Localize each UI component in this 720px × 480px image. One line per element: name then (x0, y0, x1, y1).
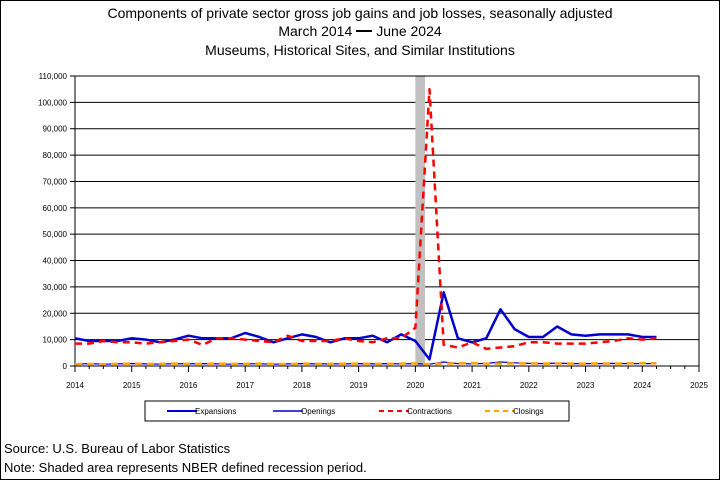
plot-area-border (74, 75, 700, 367)
x-tick-label-4: 2018 (293, 381, 311, 390)
chart-subtitle: Museums, Historical Sites, and Similar I… (205, 42, 515, 58)
chart-title: Components of private sector gross job g… (107, 5, 613, 21)
recession-note: Note: Shaded area represents NBER define… (4, 460, 367, 475)
period-dash-glyph (356, 29, 373, 32)
recession-shade (415, 76, 426, 366)
x-tick-label-6: 2020 (406, 381, 424, 390)
y-tick-label-3: 30,000 (43, 283, 68, 292)
x-tick-label-7: 2021 (463, 381, 481, 390)
y-tick-label-8: 80,000 (43, 151, 68, 160)
legend-label-contractions: Contractions (407, 407, 452, 416)
y-tick-label-1: 10,000 (43, 336, 68, 345)
y-tick-label-7: 70,000 (43, 177, 68, 186)
x-tick-label-3: 2017 (236, 381, 254, 390)
legend-box (144, 400, 570, 422)
x-tick-label-8: 2022 (520, 381, 538, 390)
legend-label-expansions: Expansions (195, 407, 236, 416)
y-tick-label-10: 100,000 (38, 98, 67, 107)
x-tick-label-2: 2016 (180, 381, 198, 390)
y-tick-label-0: 0 (63, 362, 68, 371)
y-tick-label-9: 90,000 (43, 125, 68, 134)
x-tick-label-1: 2015 (123, 381, 141, 390)
y-tick-label-5: 50,000 (43, 230, 68, 239)
y-tick-label-11: 110,000 (39, 72, 68, 81)
period-start: March 2014 (278, 23, 353, 39)
x-tick-label-9: 2023 (577, 381, 595, 390)
y-tick-label-2: 20,000 (43, 309, 68, 318)
x-tick-label-10: 2024 (633, 381, 651, 390)
source-note: Source: U.S. Bureau of Labor Statistics (4, 441, 231, 456)
y-tick-label-4: 40,000 (43, 257, 68, 266)
chart-period: March 2014 June 2024 (0, 23, 720, 39)
legend-label-closings: Closings (513, 407, 544, 416)
legend-label-openings: Openings (301, 407, 335, 416)
series-line-expansions (74, 290, 657, 361)
x-tick-label-5: 2019 (350, 381, 368, 390)
x-tick-label-0: 2014 (66, 381, 84, 390)
series-line-closings (74, 361, 657, 366)
x-tick-label-11: 2025 (690, 381, 708, 390)
y-tick-label-6: 60,000 (43, 204, 68, 213)
series-line-contractions (75, 87, 657, 351)
period-end: June 2024 (376, 23, 442, 39)
